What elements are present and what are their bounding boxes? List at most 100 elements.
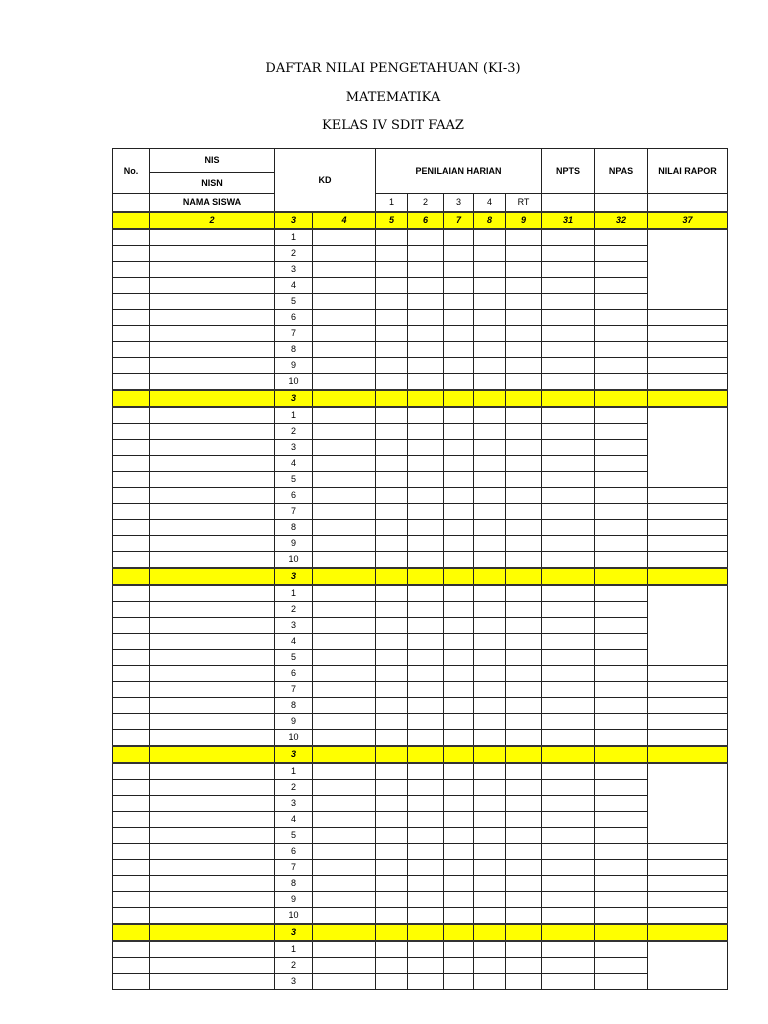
no-cell[interactable]	[112, 584, 150, 602]
ph3-cell[interactable]	[443, 503, 474, 520]
ph1-cell[interactable]	[375, 633, 408, 650]
student-name-cell[interactable]	[149, 859, 275, 876]
kd-desc-cell[interactable]	[312, 293, 376, 310]
ph4-cell[interactable]	[473, 373, 506, 391]
ph1-cell[interactable]	[375, 729, 408, 747]
nilai-rapor-cell[interactable]	[647, 681, 728, 698]
no-cell[interactable]	[112, 697, 150, 714]
kd-desc-cell[interactable]	[312, 795, 376, 812]
ph1-cell[interactable]	[375, 811, 408, 828]
ph2-cell[interactable]	[407, 633, 444, 650]
ph2-cell[interactable]	[407, 503, 444, 520]
ph3-cell[interactable]	[443, 439, 474, 456]
ph4-cell[interactable]	[473, 859, 506, 876]
ph3-cell[interactable]	[443, 535, 474, 552]
kd-desc-cell[interactable]	[312, 471, 376, 488]
student-name-cell[interactable]	[149, 729, 275, 747]
ph4-cell[interactable]	[473, 293, 506, 310]
nilai-rapor-cell[interactable]	[647, 665, 728, 682]
ph3-cell[interactable]	[443, 551, 474, 569]
ph3-cell[interactable]	[443, 973, 474, 990]
npas-cell[interactable]	[594, 973, 648, 990]
rt-cell[interactable]	[505, 228, 542, 246]
npts-cell[interactable]	[541, 293, 595, 310]
npts-cell[interactable]	[541, 891, 595, 908]
npts-cell[interactable]	[541, 601, 595, 618]
no-cell[interactable]	[112, 277, 150, 294]
ph4-cell[interactable]	[473, 795, 506, 812]
no-cell[interactable]	[112, 729, 150, 747]
no-cell[interactable]	[112, 713, 150, 730]
npts-cell[interactable]	[541, 713, 595, 730]
ph1-cell[interactable]	[375, 859, 408, 876]
ph3-cell[interactable]	[443, 665, 474, 682]
student-name-cell[interactable]	[149, 503, 275, 520]
kd-desc-cell[interactable]	[312, 357, 376, 374]
ph2-cell[interactable]	[407, 325, 444, 342]
ph4-cell[interactable]	[473, 601, 506, 618]
kd-desc-cell[interactable]	[312, 649, 376, 666]
npts-cell[interactable]	[541, 423, 595, 440]
no-cell[interactable]	[112, 601, 150, 618]
nilai-rapor-cell[interactable]	[647, 907, 728, 925]
rt-cell[interactable]	[505, 957, 542, 974]
ph2-cell[interactable]	[407, 713, 444, 730]
npts-cell[interactable]	[541, 973, 595, 990]
ph1-cell[interactable]	[375, 795, 408, 812]
nilai-rapor-cell[interactable]	[647, 519, 728, 536]
ph4-cell[interactable]	[473, 584, 506, 602]
kd-desc-cell[interactable]	[312, 875, 376, 892]
student-name-cell[interactable]	[149, 487, 275, 504]
ph4-cell[interactable]	[473, 875, 506, 892]
ph3-cell[interactable]	[443, 325, 474, 342]
rt-cell[interactable]	[505, 584, 542, 602]
nilai-rapor-cell[interactable]	[647, 859, 728, 876]
npas-cell[interactable]	[594, 762, 648, 780]
rt-cell[interactable]	[505, 423, 542, 440]
npts-cell[interactable]	[541, 617, 595, 634]
ph4-cell[interactable]	[473, 535, 506, 552]
kd-desc-cell[interactable]	[312, 551, 376, 569]
ph4-cell[interactable]	[473, 357, 506, 374]
ph2-cell[interactable]	[407, 795, 444, 812]
rt-cell[interactable]	[505, 843, 542, 860]
npas-cell[interactable]	[594, 633, 648, 650]
ph3-cell[interactable]	[443, 940, 474, 958]
student-name-cell[interactable]	[149, 811, 275, 828]
student-name-cell[interactable]	[149, 357, 275, 374]
npts-cell[interactable]	[541, 859, 595, 876]
rt-cell[interactable]	[505, 617, 542, 634]
npts-cell[interactable]	[541, 633, 595, 650]
npts-cell[interactable]	[541, 406, 595, 424]
no-cell[interactable]	[112, 681, 150, 698]
no-cell[interactable]	[112, 827, 150, 844]
rt-cell[interactable]	[505, 762, 542, 780]
ph2-cell[interactable]	[407, 957, 444, 974]
kd-desc-cell[interactable]	[312, 373, 376, 391]
student-name-cell[interactable]	[149, 245, 275, 262]
student-name-cell[interactable]	[149, 535, 275, 552]
ph3-cell[interactable]	[443, 729, 474, 747]
ph3-cell[interactable]	[443, 261, 474, 278]
student-name-cell[interactable]	[149, 957, 275, 974]
kd-desc-cell[interactable]	[312, 859, 376, 876]
npas-cell[interactable]	[594, 891, 648, 908]
ph1-cell[interactable]	[375, 649, 408, 666]
ph2-cell[interactable]	[407, 811, 444, 828]
student-name-cell[interactable]	[149, 293, 275, 310]
npas-cell[interactable]	[594, 277, 648, 294]
ph2-cell[interactable]	[407, 649, 444, 666]
ph1-cell[interactable]	[375, 503, 408, 520]
ph4-cell[interactable]	[473, 551, 506, 569]
student-name-cell[interactable]	[149, 471, 275, 488]
no-cell[interactable]	[112, 406, 150, 424]
ph4-cell[interactable]	[473, 891, 506, 908]
npas-cell[interactable]	[594, 859, 648, 876]
ph2-cell[interactable]	[407, 373, 444, 391]
kd-desc-cell[interactable]	[312, 423, 376, 440]
rt-cell[interactable]	[505, 455, 542, 472]
ph3-cell[interactable]	[443, 423, 474, 440]
rt-cell[interactable]	[505, 713, 542, 730]
no-cell[interactable]	[112, 423, 150, 440]
ph3-cell[interactable]	[443, 293, 474, 310]
